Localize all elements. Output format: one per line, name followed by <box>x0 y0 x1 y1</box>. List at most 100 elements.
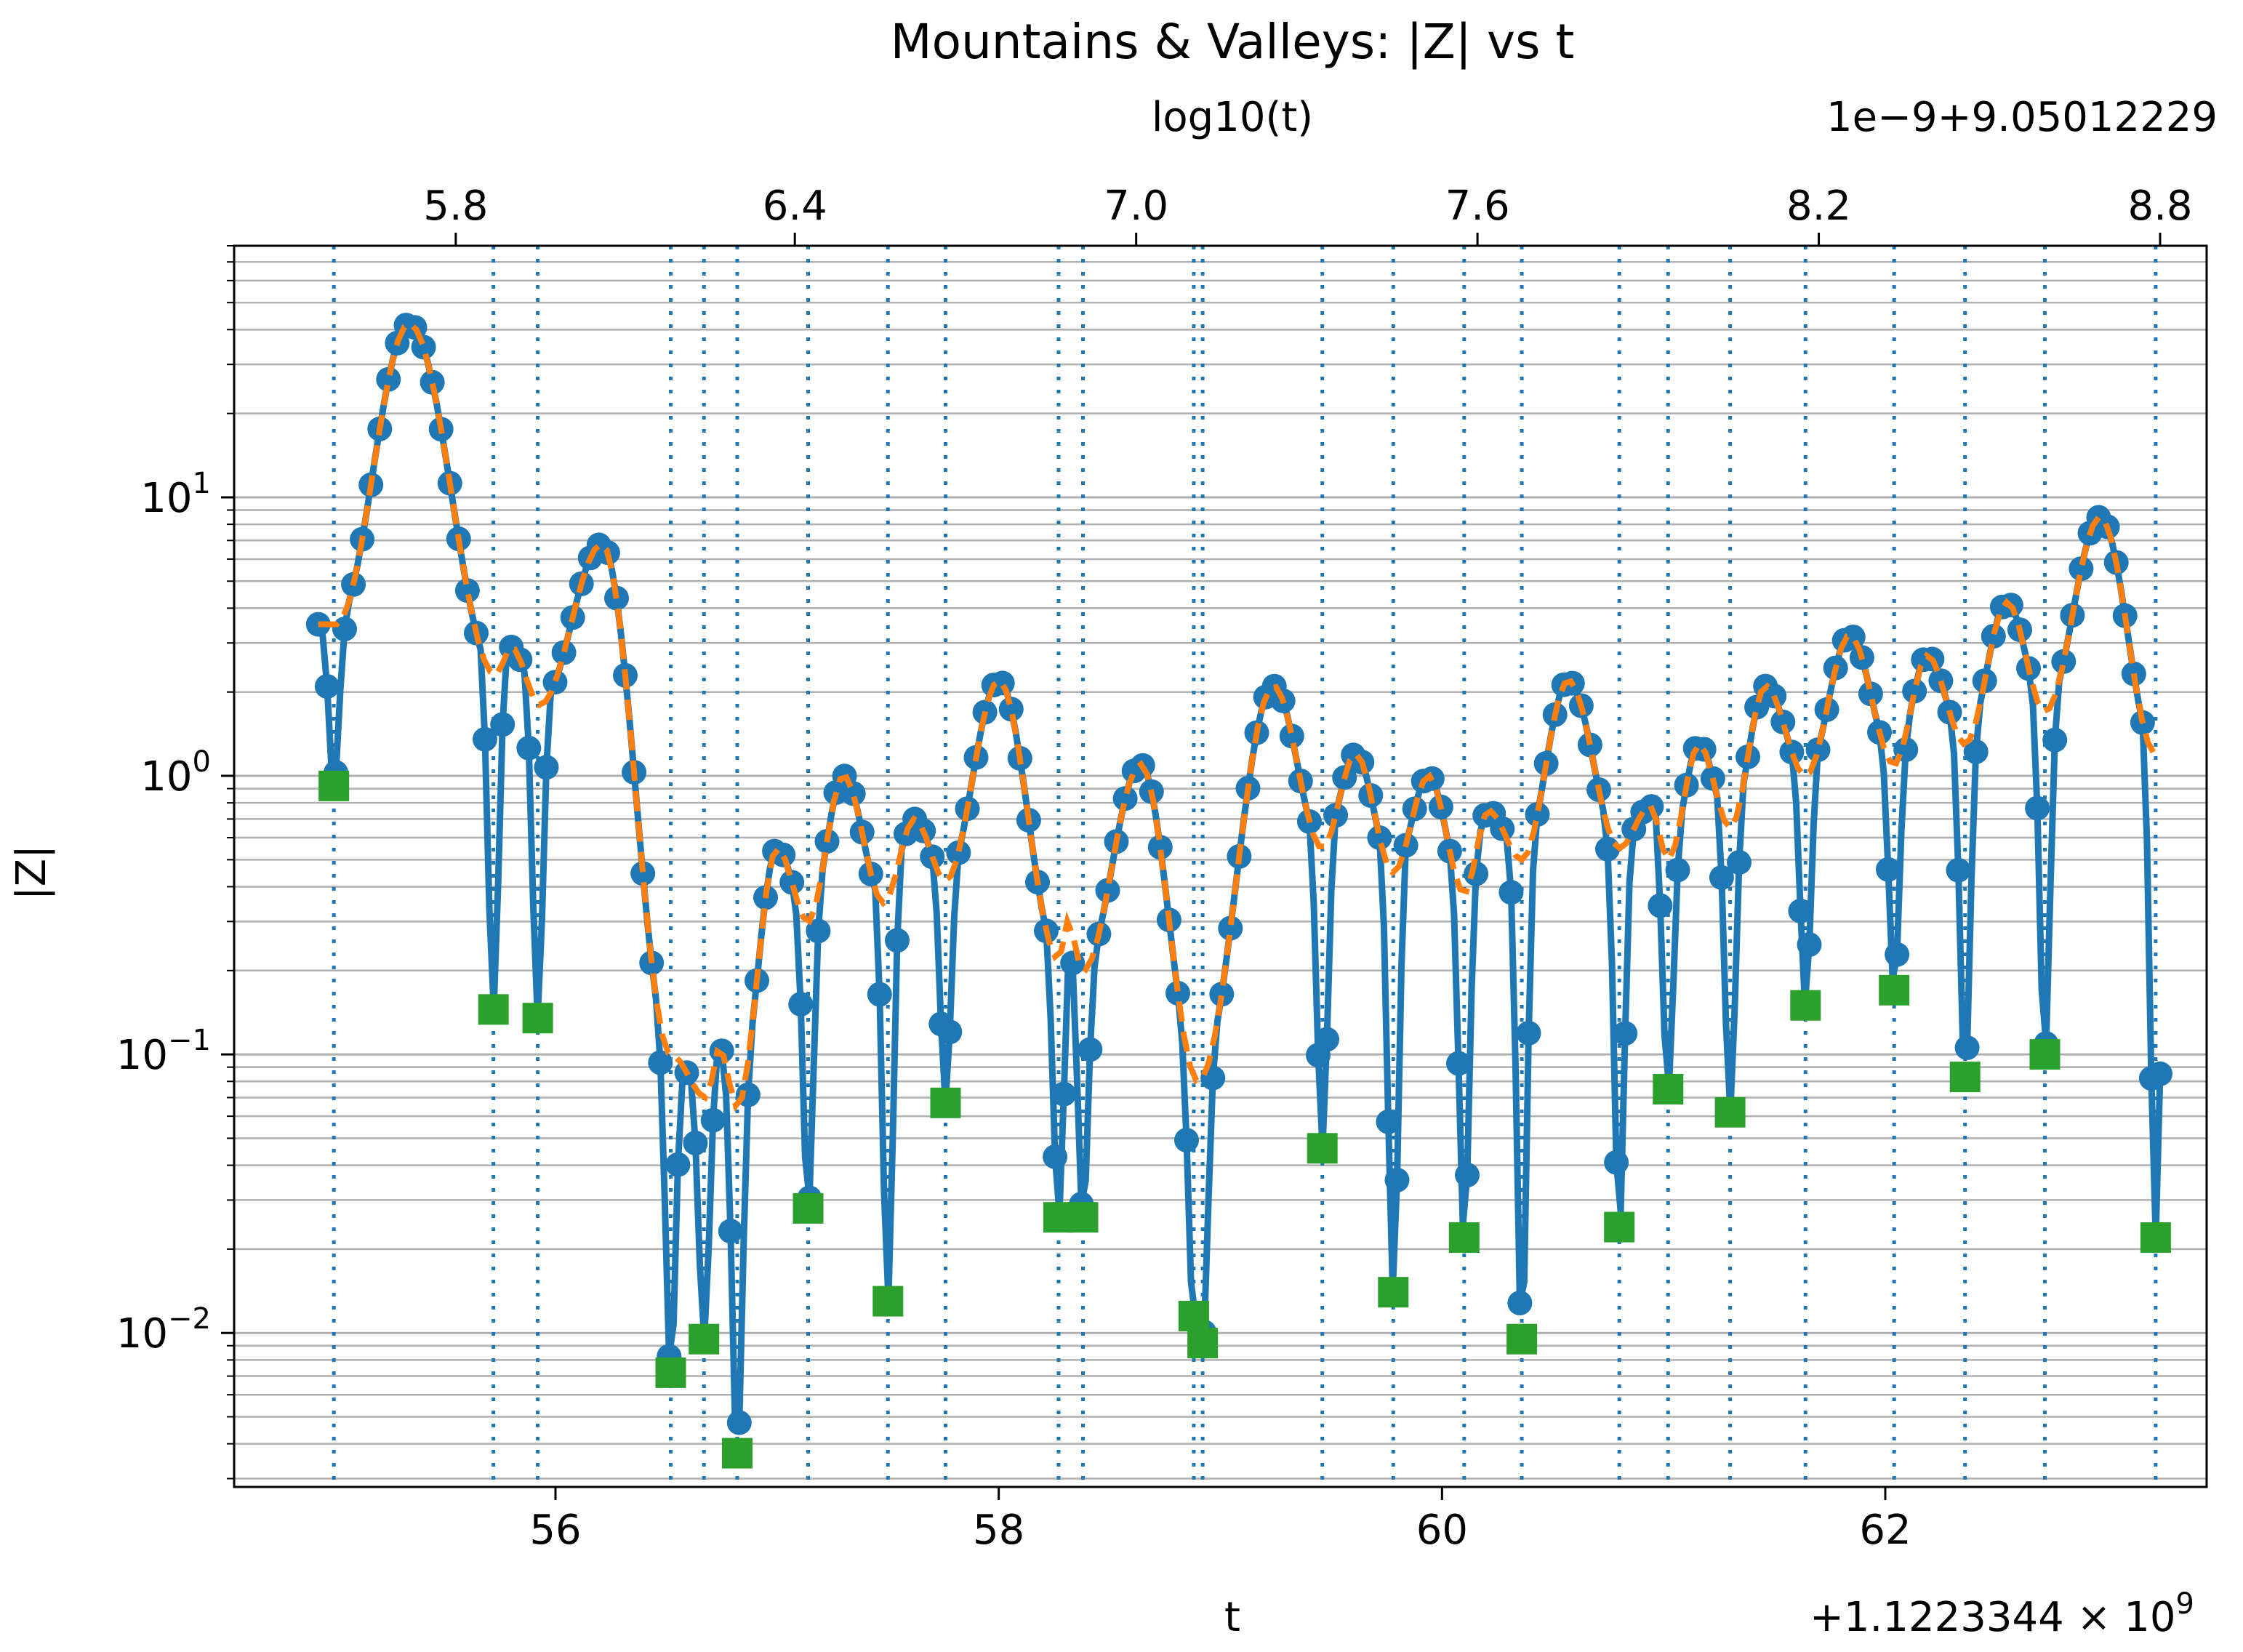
secondary-x-offset-label: 1e−9+9.05012229 <box>1826 94 2218 141</box>
series-blue-point <box>1604 1150 1629 1175</box>
y-tick-base: 10 <box>116 1310 168 1358</box>
series-blue-point <box>1376 1109 1401 1134</box>
series-green-marker <box>1448 1222 1480 1253</box>
series-blue-point <box>1577 732 1602 758</box>
series-blue-point <box>1981 624 2006 649</box>
x-tick-label: 62 <box>1859 1507 1911 1554</box>
series-blue-point <box>788 992 814 1017</box>
series-blue-point <box>2051 649 2077 674</box>
series-blue-point <box>1709 865 1734 890</box>
secondary-x-tick-label: 7.6 <box>1445 183 1510 230</box>
series-blue-point <box>1516 1020 1541 1046</box>
series-green-marker <box>1604 1211 1635 1243</box>
series-blue-point <box>490 712 515 737</box>
series-blue-point <box>542 670 568 695</box>
series-green-marker <box>1178 1301 1209 1331</box>
series-blue-point <box>1446 1051 1471 1076</box>
series-blue-point <box>516 735 542 761</box>
series-blue-point <box>1648 893 1673 918</box>
series-green-marker <box>522 1003 553 1034</box>
series-blue-point <box>709 1038 734 1064</box>
series-blue-point <box>1525 802 1550 827</box>
chart-title: Mountains & Valleys: |Z| vs t <box>891 14 1575 70</box>
series-green-marker <box>1653 1074 1684 1104</box>
series-blue-point <box>779 870 805 895</box>
series-green-marker <box>1879 974 1910 1006</box>
y-tick-exponent: 0 <box>193 745 211 779</box>
x-tick-label: 56 <box>529 1507 581 1554</box>
series-blue-point <box>1507 1291 1533 1315</box>
y-tick-exponent: −1 <box>168 1024 211 1057</box>
plot-frame <box>233 244 2208 1488</box>
series-green-marker <box>1067 1202 1099 1233</box>
series-green-marker <box>930 1087 961 1118</box>
series-blue-point <box>1946 857 1971 883</box>
series-green-marker <box>689 1323 720 1355</box>
series-blue-point <box>885 928 910 953</box>
series-blue-point <box>376 366 401 392</box>
series-blue-point <box>683 1131 708 1155</box>
series-blue-point <box>1043 1144 1068 1169</box>
y-tick-exponent: −2 <box>168 1302 211 1336</box>
series-blue-point <box>1805 737 1831 763</box>
series-blue-point <box>1147 835 1173 860</box>
series-blue-point <box>1885 942 1910 967</box>
series-blue-point <box>840 781 866 806</box>
series-blue-point <box>473 726 497 752</box>
x-offset-mantissa: +1.1223344 × 10 <box>1810 1594 2176 1641</box>
secondary-x-tick-label: 5.8 <box>423 183 488 230</box>
series-blue-point <box>1315 1027 1339 1052</box>
series-blue-point <box>1770 709 1796 734</box>
series-blue-point <box>771 842 796 867</box>
series-orange <box>318 320 2161 1112</box>
series-blue-point <box>1613 1021 1638 1046</box>
x-offset-exponent: 9 <box>2176 1587 2194 1621</box>
series-green-marker <box>1790 990 1821 1021</box>
series-blue-point <box>665 1152 691 1177</box>
series-blue-point <box>1323 803 1349 828</box>
series-blue-point <box>332 617 357 642</box>
series-blue-point <box>1165 980 1190 1006</box>
series-blue-point <box>700 1107 726 1133</box>
series-green-marker <box>722 1438 753 1469</box>
series-blue-point <box>1112 786 1138 811</box>
series-blue-point <box>1209 982 1235 1007</box>
series-blue-point <box>726 1410 752 1435</box>
x-tick-label: 60 <box>1416 1507 1468 1554</box>
series-blue-point <box>867 982 892 1007</box>
series-green-marker <box>1714 1096 1746 1128</box>
series-blue-point <box>1174 1128 1199 1153</box>
series-blue-point <box>1858 681 1883 707</box>
grid <box>234 244 2207 1480</box>
series-blue-point <box>1727 850 1752 875</box>
series-green-marker <box>793 1192 824 1224</box>
y-tick-label: 10−2 <box>116 1302 211 1358</box>
series-blue-point <box>454 578 480 604</box>
y-tick-label: 101 <box>140 467 211 522</box>
series-blue-point <box>2042 727 2068 753</box>
series-orange-line <box>318 320 2161 1112</box>
series-green-marker <box>1506 1323 1538 1355</box>
series-blue-point <box>1078 1037 1103 1062</box>
series-blue-point <box>937 1019 963 1045</box>
series-blue-point <box>630 861 656 886</box>
series-green-marker <box>478 994 509 1025</box>
series-blue-point <box>2148 1061 2172 1086</box>
y-tick-base: 10 <box>140 753 192 801</box>
series-blue-point <box>806 918 831 944</box>
series-green-marker <box>872 1286 904 1317</box>
series-blue-point <box>1367 825 1392 851</box>
series-green <box>318 770 2171 1469</box>
series-green-marker <box>2140 1222 2171 1253</box>
series-blue-point <box>1218 915 1243 941</box>
series-blue-point <box>648 1050 673 1075</box>
series-blue-point <box>2069 556 2094 582</box>
series-blue-point <box>1464 861 1489 886</box>
y-tick-label: 100 <box>140 745 211 801</box>
x-axis: 56 58 60 62 <box>529 1487 1911 1554</box>
series-blue-point <box>1744 694 1770 720</box>
series-blue-point <box>1051 1081 1077 1107</box>
series-green-marker <box>655 1357 686 1388</box>
series-blue-point <box>314 674 340 699</box>
